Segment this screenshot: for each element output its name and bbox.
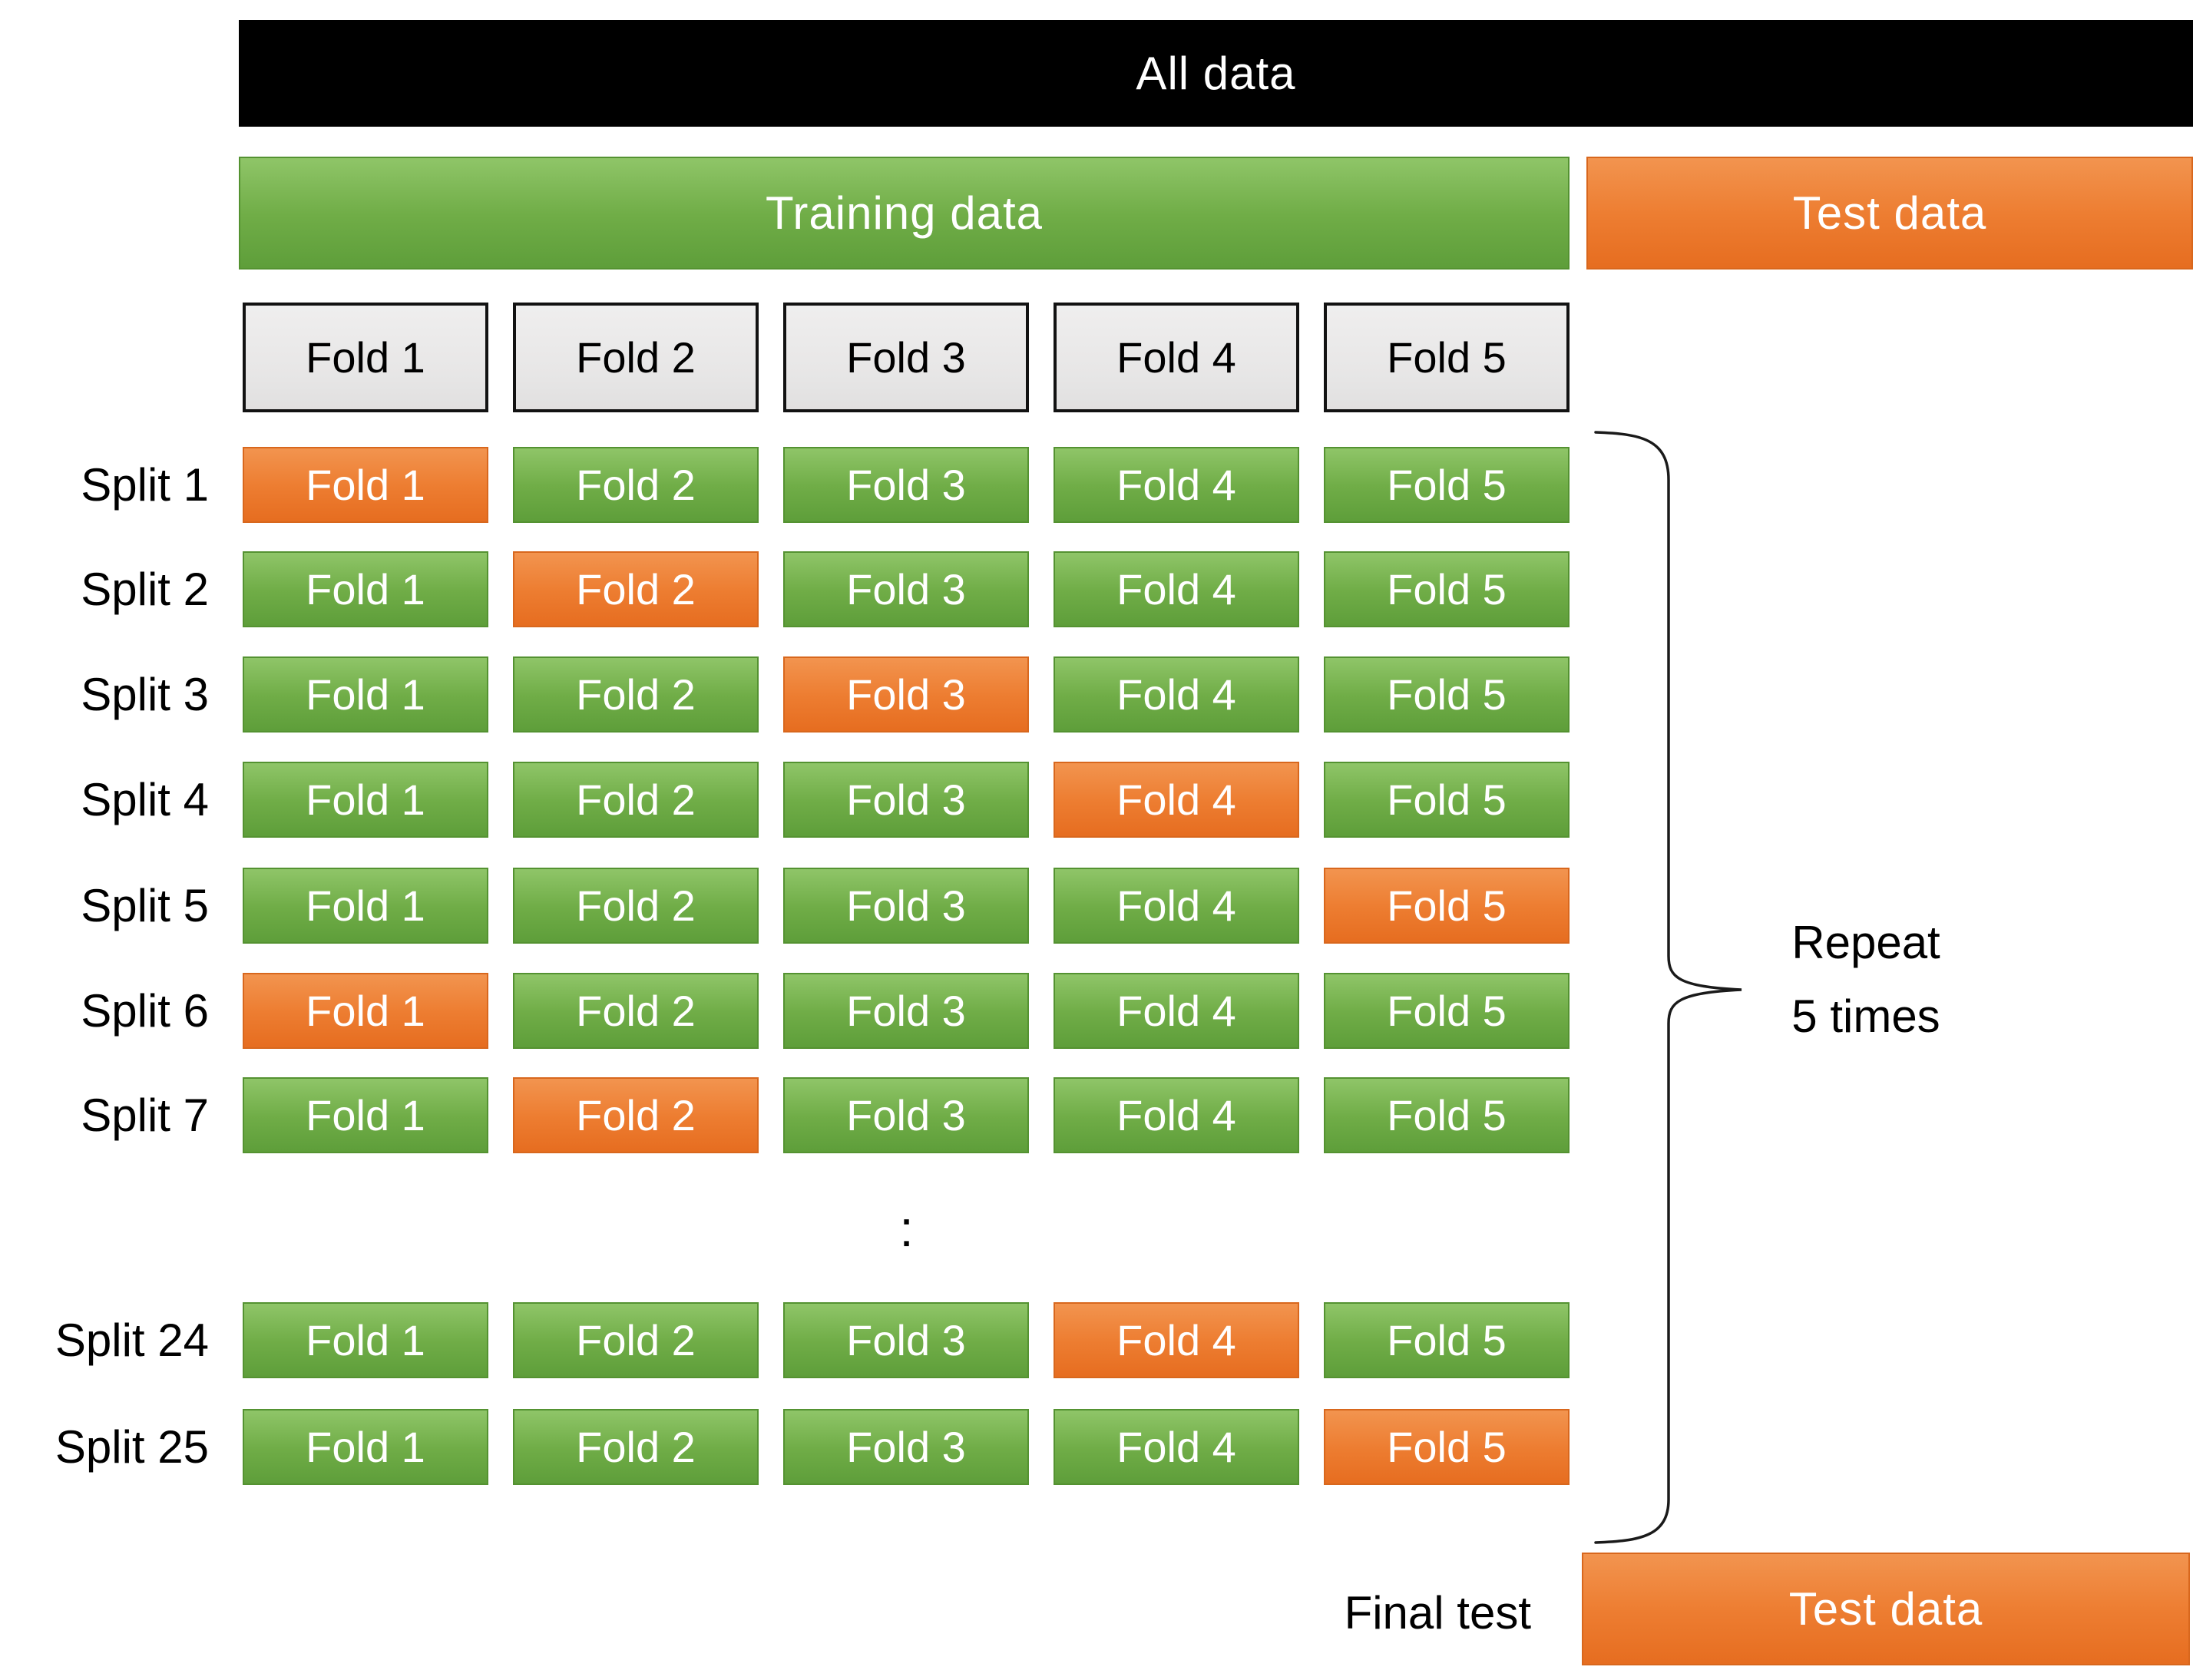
fold-box-train: Fold 1 <box>243 551 488 627</box>
fold-box-train: Fold 2 <box>513 973 759 1049</box>
fold-box-train: Fold 3 <box>783 1409 1029 1485</box>
fold-box-test: Fold 5 <box>1324 1409 1570 1485</box>
test-data-bar-bottom: Test data <box>1582 1553 2190 1665</box>
test-data-label-bottom: Test data <box>1788 1583 1983 1635</box>
fold-box-train: Fold 1 <box>243 1409 488 1485</box>
split-label: Split 25 <box>55 1421 209 1473</box>
fold-box-test: Fold 5 <box>1324 868 1570 944</box>
fold-box-train: Fold 3 <box>783 447 1029 523</box>
fold-box-train: Fold 3 <box>783 973 1029 1049</box>
fold-box-test: Fold 1 <box>243 447 488 523</box>
split-label: Split 2 <box>81 564 209 615</box>
fold-header-box: Fold 5 <box>1324 303 1570 412</box>
fold-box-train: Fold 5 <box>1324 762 1570 838</box>
fold-header-box: Fold 3 <box>783 303 1029 412</box>
fold-box-train: Fold 2 <box>513 868 759 944</box>
ellipsis-colon: : <box>899 1200 914 1257</box>
fold-box-train: Fold 3 <box>783 1302 1029 1378</box>
fold-box-train: Fold 2 <box>513 1409 759 1485</box>
fold-box-test: Fold 4 <box>1054 762 1299 838</box>
fold-box-train: Fold 5 <box>1324 973 1570 1049</box>
fold-box-train: Fold 4 <box>1054 868 1299 944</box>
split-label: Split 3 <box>81 669 209 720</box>
test-data-bar-top: Test data <box>1586 157 2193 270</box>
split-label: Split 24 <box>55 1315 209 1366</box>
fold-box-train: Fold 4 <box>1054 447 1299 523</box>
fold-box-train: Fold 3 <box>783 762 1029 838</box>
fold-box-train: Fold 4 <box>1054 656 1299 733</box>
fold-box-train: Fold 5 <box>1324 551 1570 627</box>
training-data-bar: Training data <box>239 157 1570 270</box>
fold-box-test: Fold 1 <box>243 973 488 1049</box>
fold-box-test: Fold 4 <box>1054 1302 1299 1378</box>
split-label: Split 1 <box>81 459 209 511</box>
split-label: Split 4 <box>81 774 209 825</box>
fold-box-train: Fold 4 <box>1054 551 1299 627</box>
fold-box-train: Fold 2 <box>513 762 759 838</box>
fold-box-train: Fold 5 <box>1324 1302 1570 1378</box>
fold-box-train: Fold 3 <box>783 551 1029 627</box>
fold-box-train: Fold 2 <box>513 656 759 733</box>
repeat-note-line2: 5 times <box>1791 990 1940 1042</box>
fold-box-train: Fold 2 <box>513 1302 759 1378</box>
fold-box-train: Fold 3 <box>783 868 1029 944</box>
fold-box-train: Fold 2 <box>513 447 759 523</box>
fold-header-box: Fold 2 <box>513 303 759 412</box>
fold-box-train: Fold 1 <box>243 762 488 838</box>
repeat-brace-icon <box>1594 431 1742 1544</box>
all-data-bar: All data <box>239 20 2193 127</box>
fold-box-train: Fold 4 <box>1054 1077 1299 1153</box>
fold-box-train: Fold 5 <box>1324 447 1570 523</box>
fold-box-test: Fold 2 <box>513 1077 759 1153</box>
split-label: Split 7 <box>81 1090 209 1141</box>
fold-box-train: Fold 1 <box>243 656 488 733</box>
repeat-note: Repeat 5 times <box>1751 906 1981 1053</box>
final-test-label: Final test <box>1344 1587 1531 1639</box>
fold-header-box: Fold 1 <box>243 303 488 412</box>
split-label: Split 6 <box>81 985 209 1037</box>
repeat-note-line1: Repeat <box>1791 917 1940 968</box>
fold-box-train: Fold 4 <box>1054 973 1299 1049</box>
all-data-label: All data <box>1136 48 1296 99</box>
test-data-label-top: Test data <box>1792 187 1987 239</box>
fold-box-train: Fold 1 <box>243 868 488 944</box>
fold-box-test: Fold 3 <box>783 656 1029 733</box>
training-data-label: Training data <box>766 187 1043 239</box>
fold-box-train: Fold 1 <box>243 1302 488 1378</box>
fold-box-test: Fold 2 <box>513 551 759 627</box>
fold-box-train: Fold 4 <box>1054 1409 1299 1485</box>
fold-box-train: Fold 3 <box>783 1077 1029 1153</box>
split-label: Split 5 <box>81 880 209 931</box>
fold-box-train: Fold 5 <box>1324 1077 1570 1153</box>
fold-box-train: Fold 5 <box>1324 656 1570 733</box>
fold-box-train: Fold 1 <box>243 1077 488 1153</box>
fold-header-box: Fold 4 <box>1054 303 1299 412</box>
